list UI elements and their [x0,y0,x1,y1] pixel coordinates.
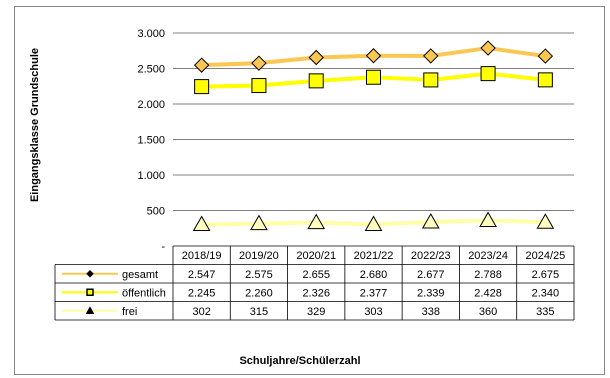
data-table-value: 2.788 [474,269,502,281]
data-point-diamond [537,48,554,64]
y-axis-ticks: - 500 1.000 1.500 2.000 2.500 3.000 [137,28,165,253]
data-table-value: 2.260 [245,287,273,299]
x-tick-label: 2024/25 [525,250,565,262]
data-table-value: 360 [479,306,497,318]
data-point-diamond [365,48,382,64]
data-table-value: 2.575 [245,269,273,281]
data-table-value: 302 [192,306,210,318]
x-tick-label: 2018/19 [182,250,222,262]
chart-frame [14,6,605,375]
data-table-value: 2.245 [188,287,216,299]
data-table: 2018/19 2019/20 2020/21 2021/22 2022/23 2023/… [54,245,575,321]
data-point-triangle [421,212,440,229]
data-table-value: 335 [536,306,554,318]
data-table-value: 2.428 [474,287,502,299]
data-point-square [251,78,267,94]
y-tick-label: 1.500 [137,135,165,147]
y-tick-label: 3.000 [137,28,165,40]
legend-label: gesamt [122,269,158,281]
data-point-square [480,66,496,82]
y-axis-label: Eingangsklasse Grundschule [29,48,41,202]
x-tick-label: 2021/22 [354,250,394,262]
y-tick-label: - [161,241,165,253]
data-table-value: 303 [364,306,382,318]
data-table-value: 2.340 [532,287,560,299]
data-point-diamond [423,48,439,64]
legend-marker-triangle [85,306,95,314]
data-table-value: 2.339 [417,287,445,299]
data-table-value: 2.680 [360,269,388,281]
data-point-triangle [479,211,497,227]
legend-label: öffentlich [122,287,166,299]
data-point-diamond [251,55,267,71]
data-point-triangle [307,213,326,230]
data-point-square [194,79,210,95]
data-table-value: 2.675 [532,269,560,281]
y-tick-label: 1.000 [137,170,165,182]
data-table-value: 315 [250,306,268,318]
series-3 [192,211,555,232]
gridlines [173,32,574,211]
series-1 [193,40,554,73]
data-table-value: 2.326 [302,287,330,299]
y-tick-label: 500 [147,206,165,218]
data-table-value: 2.547 [188,269,216,281]
x-tick-label: 2022/23 [411,250,451,262]
data-table-value: 329 [307,306,325,318]
x-axis-label: Schuljahre/Schülerzahl [239,355,360,367]
data-point-diamond [480,40,496,56]
data-point-diamond [193,57,210,73]
x-tick-label: 2023/24 [468,250,508,262]
y-tick-label: 2.000 [137,99,165,111]
data-table-value: 2.377 [360,287,388,299]
x-tick-label: 2020/21 [296,250,336,262]
y-tick-label: 2.500 [137,64,165,76]
data-point-triangle [250,214,268,231]
data-point-square [308,73,324,89]
legend-marker-diamond [86,269,94,278]
data-point-triangle [364,215,383,231]
series-lines [192,40,555,232]
data-point-square [366,69,381,85]
data-point-triangle [192,215,211,232]
data-point-square [537,72,553,88]
legend-label: frei [122,306,137,318]
data-point-diamond [308,49,324,66]
data-point-square [423,72,439,88]
legend-marker-square [86,288,94,296]
data-table-value: 338 [422,306,440,318]
x-tick-label: 2019/20 [239,250,279,262]
data-table-value: 2.677 [417,269,445,281]
data-table-value: 2.655 [302,269,330,281]
series-2 [194,66,553,95]
data-point-triangle [536,213,555,229]
